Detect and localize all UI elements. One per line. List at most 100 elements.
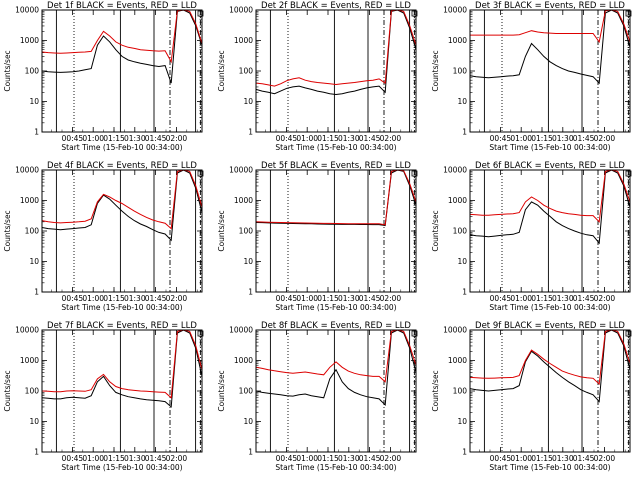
panel-title: Det 7f BLACK = Events, RED = LLD bbox=[47, 321, 197, 331]
plot-frame bbox=[255, 169, 417, 293]
plot-frame bbox=[41, 329, 203, 453]
x-axis-label: Start Time (15-Feb-10 00:34:00) bbox=[275, 143, 396, 152]
panel-title: Det 1f BLACK = Events, RED = LLD bbox=[47, 1, 197, 11]
x-tick-label: 01:30 bbox=[552, 134, 574, 143]
marker-box bbox=[625, 170, 632, 177]
x-tick-label: 02:00 bbox=[380, 134, 402, 143]
y-tick-label: 10 bbox=[457, 97, 467, 106]
y-tick-label: 1 bbox=[462, 128, 467, 137]
y-tick-label: 1 bbox=[462, 448, 467, 457]
x-tick-label: 01:00 bbox=[296, 294, 318, 303]
x-tick-label: 01:45 bbox=[359, 454, 381, 463]
y-tick-label: 10 bbox=[243, 417, 253, 426]
series-line-events bbox=[41, 9, 203, 84]
y-tick-label: 1 bbox=[34, 128, 39, 137]
x-tick-label: 01:15 bbox=[317, 294, 339, 303]
x-tick-label: 01:00 bbox=[510, 294, 532, 303]
y-tick-label: 10 bbox=[29, 417, 39, 426]
marker-box bbox=[625, 10, 632, 17]
y-axis-label: Counts/sec bbox=[217, 370, 226, 411]
y-tick-label: 1 bbox=[462, 288, 467, 297]
panel-title: Det 5f BLACK = Events, RED = LLD bbox=[261, 161, 411, 171]
x-tick-label: 01:00 bbox=[82, 454, 104, 463]
x-tick-label: 01:15 bbox=[103, 134, 125, 143]
x-tick-label: 01:15 bbox=[531, 134, 553, 143]
y-tick-label: 10000 bbox=[443, 326, 467, 335]
x-axis-label: Start Time (15-Feb-10 00:34:00) bbox=[61, 143, 182, 152]
series-line-lld bbox=[469, 329, 631, 386]
x-tick-label: 00:45 bbox=[490, 294, 512, 303]
series-line-lld bbox=[255, 169, 417, 226]
y-tick-label: 1000 bbox=[234, 356, 253, 365]
x-tick-label: 01:30 bbox=[338, 134, 360, 143]
panel-title: Det 3f BLACK = Events, RED = LLD bbox=[475, 1, 625, 11]
y-tick-label: 10 bbox=[243, 97, 253, 106]
series-line-lld bbox=[41, 169, 203, 230]
x-tick-label: 01:30 bbox=[124, 294, 146, 303]
x-axis-label: Start Time (15-Feb-10 00:34:00) bbox=[275, 463, 396, 472]
y-axis-label: Counts/sec bbox=[431, 210, 440, 251]
x-tick-label: 01:15 bbox=[317, 454, 339, 463]
x-tick-label: 01:30 bbox=[338, 294, 360, 303]
plot-frame bbox=[469, 169, 631, 293]
marker-box bbox=[411, 330, 418, 337]
x-axis-label: Start Time (15-Feb-10 00:34:00) bbox=[275, 303, 396, 312]
y-tick-label: 10000 bbox=[15, 326, 39, 335]
y-tick-label: 10 bbox=[457, 417, 467, 426]
y-tick-label: 100 bbox=[239, 67, 254, 76]
x-tick-label: 02:00 bbox=[380, 454, 402, 463]
y-tick-label: 10000 bbox=[443, 166, 467, 175]
x-tick-label: 01:15 bbox=[531, 454, 553, 463]
x-tick-label: 01:00 bbox=[510, 134, 532, 143]
x-tick-label: 01:15 bbox=[103, 454, 125, 463]
x-tick-label: 02:00 bbox=[166, 134, 188, 143]
y-tick-label: 10000 bbox=[443, 6, 467, 15]
x-tick-label: 00:45 bbox=[490, 454, 512, 463]
y-tick-label: 10000 bbox=[229, 6, 253, 15]
x-tick-label: 02:00 bbox=[380, 294, 402, 303]
y-tick-label: 100 bbox=[239, 227, 254, 236]
y-tick-label: 1000 bbox=[20, 356, 39, 365]
marker-box bbox=[197, 10, 204, 17]
x-tick-label: 01:45 bbox=[359, 134, 381, 143]
y-tick-label: 10000 bbox=[229, 166, 253, 175]
series-line-lld bbox=[469, 169, 631, 223]
marker-box bbox=[411, 10, 418, 17]
y-tick-label: 1 bbox=[248, 128, 253, 137]
x-tick-label: 02:00 bbox=[594, 134, 616, 143]
plot-frame bbox=[255, 329, 417, 453]
plot-frame bbox=[41, 9, 203, 133]
x-axis-label: Start Time (15-Feb-10 00:34:00) bbox=[61, 463, 182, 472]
y-axis-label: Counts/sec bbox=[3, 210, 12, 251]
x-tick-label: 01:45 bbox=[145, 294, 167, 303]
series-line-events bbox=[41, 169, 203, 242]
series-line-events bbox=[469, 9, 631, 85]
y-tick-label: 1000 bbox=[234, 36, 253, 45]
marker-box bbox=[411, 170, 418, 177]
series-line-lld bbox=[255, 9, 417, 87]
y-axis-label: Counts/sec bbox=[3, 370, 12, 411]
y-tick-label: 1000 bbox=[448, 356, 467, 365]
y-tick-label: 1 bbox=[248, 288, 253, 297]
x-tick-label: 00:45 bbox=[276, 454, 298, 463]
y-tick-label: 10 bbox=[243, 257, 253, 266]
panel-det-8: Det 8f BLACK = Events, RED = LLD Counts/s… bbox=[217, 321, 418, 472]
y-axis-label: Counts/sec bbox=[431, 50, 440, 91]
y-axis-label: Counts/sec bbox=[431, 370, 440, 411]
plot-frame bbox=[255, 9, 417, 133]
series-line-lld bbox=[41, 9, 203, 64]
y-tick-label: 1 bbox=[34, 448, 39, 457]
x-axis-label: Start Time (15-Feb-10 00:34:00) bbox=[489, 463, 610, 472]
y-tick-label: 1 bbox=[248, 448, 253, 457]
x-tick-label: 01:15 bbox=[317, 134, 339, 143]
series-line-events bbox=[41, 329, 203, 408]
x-tick-label: 00:45 bbox=[62, 134, 84, 143]
x-tick-label: 02:00 bbox=[594, 454, 616, 463]
y-tick-label: 100 bbox=[25, 227, 40, 236]
x-tick-label: 01:30 bbox=[124, 134, 146, 143]
x-tick-label: 02:00 bbox=[594, 294, 616, 303]
x-tick-label: 01:00 bbox=[296, 134, 318, 143]
x-tick-label: 00:45 bbox=[490, 134, 512, 143]
y-tick-label: 10000 bbox=[15, 166, 39, 175]
